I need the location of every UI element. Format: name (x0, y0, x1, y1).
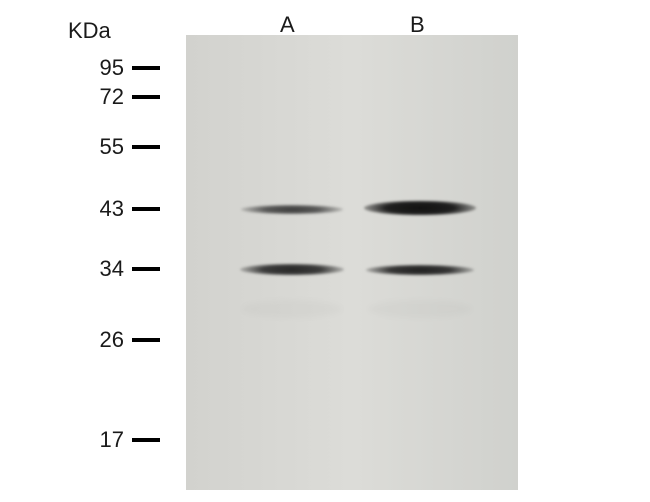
lane-label-a: A (280, 12, 295, 38)
ladder-label-72: 72 (100, 84, 124, 110)
smear-b-1 (368, 300, 472, 318)
ladder-label-34: 34 (100, 256, 124, 282)
ladder-label-17: 17 (100, 427, 124, 453)
band-lane-a-34kda (240, 264, 344, 275)
ladder-tick-55 (132, 145, 160, 149)
band-lane-a-42kda (241, 205, 343, 214)
lane-label-b: B (410, 12, 425, 38)
band-lane-b-42kda (364, 201, 476, 215)
smear-a-0 (242, 300, 342, 318)
blot-membrane (186, 35, 518, 490)
band-lane-b-34kda (366, 265, 474, 275)
axis-unit-label: KDa (68, 18, 111, 44)
ladder-tick-95 (132, 66, 160, 70)
ladder-tick-34 (132, 267, 160, 271)
ladder-tick-72 (132, 95, 160, 99)
ladder-tick-43 (132, 207, 160, 211)
ladder-label-26: 26 (100, 327, 124, 353)
ladder-label-55: 55 (100, 134, 124, 160)
ladder-label-43: 43 (100, 196, 124, 222)
ladder-tick-26 (132, 338, 160, 342)
ladder-tick-17 (132, 438, 160, 442)
western-blot-figure: KDa A B 95 72 55 43 34 26 17 (0, 0, 650, 502)
ladder-label-95: 95 (100, 55, 124, 81)
